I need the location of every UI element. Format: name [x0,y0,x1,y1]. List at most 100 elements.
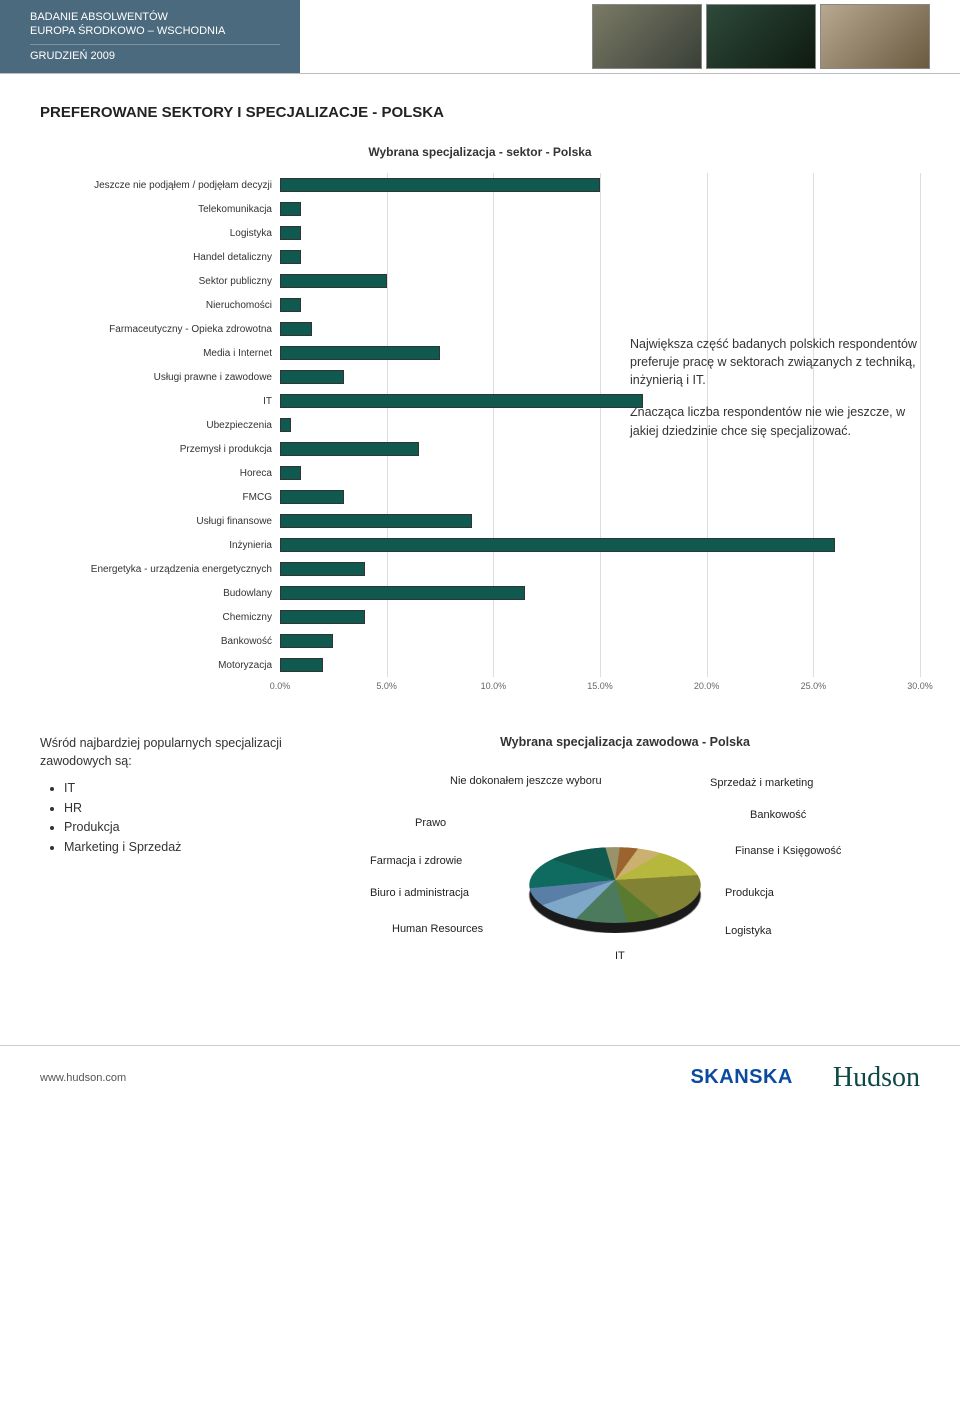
hbar-chart: Wybrana specjalizacja - sektor - Polska … [40,145,920,695]
hbar-label: Usługi finansowe [40,516,280,527]
hbar-bar [280,514,472,528]
list-item: HR [64,800,310,818]
x-tick-label: 15.0% [587,681,613,691]
hbar-label: Jeszcze nie podjąłem / podjęłam decyzji [40,180,280,191]
hbar-label: Media i Internet [40,348,280,359]
hbar-row: Handel detaliczny [40,245,920,269]
hbar-bar [280,250,301,264]
hbar-label: Handel detaliczny [40,252,280,263]
hbar-row: Inżynieria [40,533,920,557]
pie-label: Sprzedaż i marketing [710,777,813,789]
hbar-row: Bankowość [40,629,920,653]
hbar-bar [280,634,333,648]
header-line3: GRUDZIEŃ 2009 [30,44,280,63]
header-photo-placeholder [706,4,816,69]
hbar-label: Logistyka [40,228,280,239]
hbar-bar [280,562,365,576]
x-tick-label: 0.0% [270,681,291,691]
hbar-label: Inżynieria [40,540,280,551]
footer: www.hudson.com SKANSKA Hudson [0,1045,960,1115]
hbar-bar [280,322,312,336]
hbar-row: Chemiczny [40,605,920,629]
hbar-bar [280,346,440,360]
hbar-row: Budowlany [40,581,920,605]
header-photo-placeholder [820,4,930,69]
hbar-row: Horeca [40,461,920,485]
hbar-bar [280,370,344,384]
pie-label: Nie dokonałem jeszcze wyboru [450,775,602,787]
hbar-bar [280,538,835,552]
side-note: Największa część badanych polskich respo… [630,335,930,454]
header-title-block: BADANIE ABSOLWENTÓW EUROPA ŚRODKOWO – WS… [0,0,300,73]
hbar-bar [280,226,301,240]
pie-label: Farmacja i zdrowie [370,855,462,867]
hbar-bar [280,466,301,480]
x-tick-label: 25.0% [801,681,827,691]
list-item: Produkcja [64,819,310,837]
hbar-row: Sektor publiczny [40,269,920,293]
hbar-label: Bankowość [40,636,280,647]
list-item: Marketing i Sprzedaż [64,839,310,857]
pie-label: Finanse i Księgowość [735,845,841,857]
hbar-chart-title: Wybrana specjalizacja - sektor - Polska [40,145,920,159]
hbar-row: Logistyka [40,221,920,245]
side-note-p1: Największa część badanych polskich respo… [630,335,930,389]
hbar-label: Sektor publiczny [40,276,280,287]
hbar-label: Chemiczny [40,612,280,623]
section-title: PREFEROWANE SEKTORY I SPECJALIZACJE - PO… [40,104,920,121]
hbar-label: Motoryzacja [40,660,280,671]
pie-label: Logistyka [725,925,771,937]
pie-chart-title: Wybrana specjalizacja zawodowa - Polska [330,735,920,749]
list-item: IT [64,780,310,798]
hbar-bar [280,178,600,192]
x-tick-label: 5.0% [376,681,397,691]
hbar-row: Motoryzacja [40,653,920,677]
x-tick-label: 30.0% [907,681,933,691]
side-note-p2: Znacząca liczba respondentów nie wie jes… [630,403,930,439]
hbar-row: Nieruchomości [40,293,920,317]
pie-chart: Wybrana specjalizacja zawodowa - Polska … [330,735,920,975]
hudson-logo: Hudson [833,1062,920,1094]
hbar-bar [280,658,323,672]
x-tick-label: 10.0% [481,681,507,691]
footer-url: www.hudson.com [40,1072,126,1084]
hbar-row: Usługi finansowe [40,509,920,533]
hbar-label: FMCG [40,492,280,503]
hbar-row: Jeszcze nie podjąłem / podjęłam decyzji [40,173,920,197]
hbar-bar [280,202,301,216]
skanska-logo: SKANSKA [690,1066,792,1089]
hbar-bar [280,394,643,408]
hbar-row: Telekomunikacja [40,197,920,221]
popular-intro: Wśród najbardziej popularnych specjaliza… [40,735,310,770]
hbar-bar [280,418,291,432]
pie-label: Human Resources [392,923,483,935]
pie-label: IT [615,950,625,962]
hbar-label: Farmaceutyczny - Opieka zdrowotna [40,324,280,335]
hbar-bar [280,298,301,312]
pie-label: Prawo [415,817,446,829]
pie-label: Bankowość [750,809,806,821]
hbar-label: Nieruchomości [40,300,280,311]
hbar-row: FMCG [40,485,920,509]
hbar-row: Energetyka - urządzenia energetycznych [40,557,920,581]
hbar-label: Budowlany [40,588,280,599]
header-line1: BADANIE ABSOLWENTÓW [30,10,280,24]
hbar-label: IT [40,396,280,407]
hbar-bar [280,490,344,504]
x-tick-label: 20.0% [694,681,720,691]
hbar-label: Przemysł i produkcja [40,444,280,455]
hbar-x-axis: 0.0%5.0%10.0%15.0%20.0%25.0%30.0% [280,681,920,695]
hbar-label: Energetyka - urządzenia energetycznych [40,564,280,575]
header-photos [592,0,960,73]
pie-label: Produkcja [725,887,774,899]
header-photo-placeholder [592,4,702,69]
pie-label: Biuro i administracja [370,887,469,899]
hbar-label: Usługi prawne i zawodowe [40,372,280,383]
hbar-bar [280,442,419,456]
hbar-label: Telekomunikacja [40,204,280,215]
popular-specializations: Wśród najbardziej popularnych specjaliza… [40,735,310,975]
hbar-bar [280,610,365,624]
hbar-label: Ubezpieczenia [40,420,280,431]
hbar-bar [280,274,387,288]
hbar-label: Horeca [40,468,280,479]
